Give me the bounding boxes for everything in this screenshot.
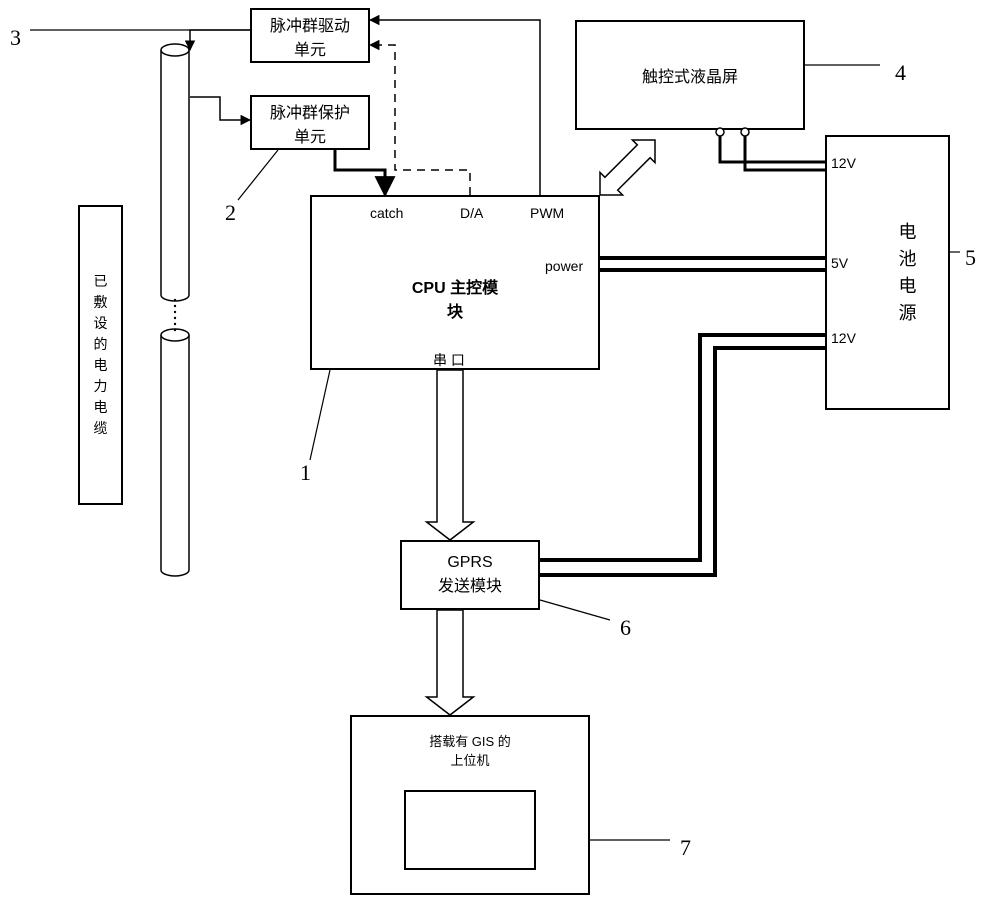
touch-lcd-label: 触控式液晶屏	[642, 63, 738, 87]
battery-label: 电池电源	[899, 219, 917, 327]
callout-6: 6	[620, 615, 631, 641]
laid-power-cable-box: 已敷设的电力电缆	[78, 205, 123, 505]
battery-tap-12v-top: 12V	[831, 155, 856, 171]
pulse-drive-label: 脉冲群驱动单元	[270, 12, 350, 60]
cpu-port-pwm: PWM	[530, 205, 564, 221]
callout-3: 3	[10, 25, 21, 51]
pulse-protect-label: 脉冲群保护单元	[270, 99, 350, 147]
callout-7: 7	[680, 835, 691, 861]
cpu-main-module-box: CPU 主控模块	[310, 195, 600, 370]
pulse-drive-unit-box: 脉冲群驱动单元	[250, 8, 370, 63]
cpu-port-catch: catch	[370, 205, 403, 221]
pulse-protect-unit-box: 脉冲群保护单元	[250, 95, 370, 150]
battery-tap-5v: 5V	[831, 255, 848, 271]
host-pc-screen	[404, 790, 536, 870]
callout-1: 1	[300, 460, 311, 486]
cpu-label: CPU 主控模块	[412, 274, 498, 322]
cpu-port-power: power	[545, 258, 583, 274]
laid-power-cable-label: 已敷设的电力电缆	[94, 271, 108, 439]
touch-lcd-box: 触控式液晶屏	[575, 20, 805, 130]
battery-tap-12v-bottom: 12V	[831, 330, 856, 346]
cpu-port-serial: 串 口	[433, 350, 465, 370]
callout-4: 4	[895, 60, 906, 86]
callout-2: 2	[225, 200, 236, 226]
cpu-port-da: D/A	[460, 205, 483, 221]
host-pc-label: 搭载有 GIS 的上位机	[429, 731, 511, 769]
gprs-label: GPRS发送模块	[438, 554, 502, 596]
callout-5: 5	[965, 245, 976, 271]
battery-power-box: 电池电源	[825, 135, 950, 410]
gprs-send-module-box: GPRS发送模块	[400, 540, 540, 610]
